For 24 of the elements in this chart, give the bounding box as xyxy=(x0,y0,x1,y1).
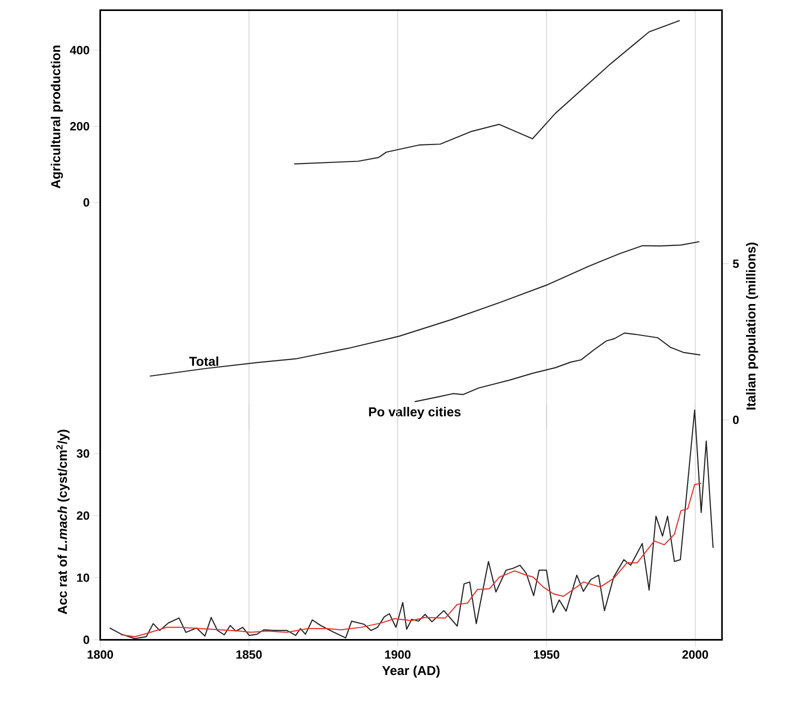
x-tick-label: 2000 xyxy=(682,650,708,659)
x-tick-label: 1850 xyxy=(236,650,262,659)
series-label: Po valley cities xyxy=(369,406,461,419)
y-tick-label: 10 xyxy=(77,573,90,582)
y2-axis-title: Italian population (millions) xyxy=(746,242,758,410)
x-tick-label: 1900 xyxy=(385,650,411,659)
y-axis-title: Agricultural production xyxy=(50,46,63,188)
line-series xyxy=(149,241,700,377)
line-series xyxy=(120,482,702,638)
x-axis-title: Year (AD) xyxy=(382,666,440,678)
series-label: Total xyxy=(189,356,218,366)
line-series xyxy=(294,20,680,164)
y-tick-label: 30 xyxy=(76,449,90,458)
y2-tick-label: 0 xyxy=(733,416,739,424)
y2-tick-label: 5 xyxy=(732,260,739,268)
y-tick-label: 0 xyxy=(84,636,90,644)
y-tick-label: 400 xyxy=(70,46,90,54)
line-series xyxy=(414,332,701,402)
y-axis-title: Acc rat of L.mach (cyst/cm$^{2}$/y) xyxy=(56,430,70,614)
y-tick-label: 200 xyxy=(70,122,90,130)
x-tick-label: 1800 xyxy=(88,650,114,659)
x-tick-label: 1950 xyxy=(534,650,560,659)
y-tick-label: 20 xyxy=(76,511,90,520)
y-tick-label: 0 xyxy=(84,198,90,207)
